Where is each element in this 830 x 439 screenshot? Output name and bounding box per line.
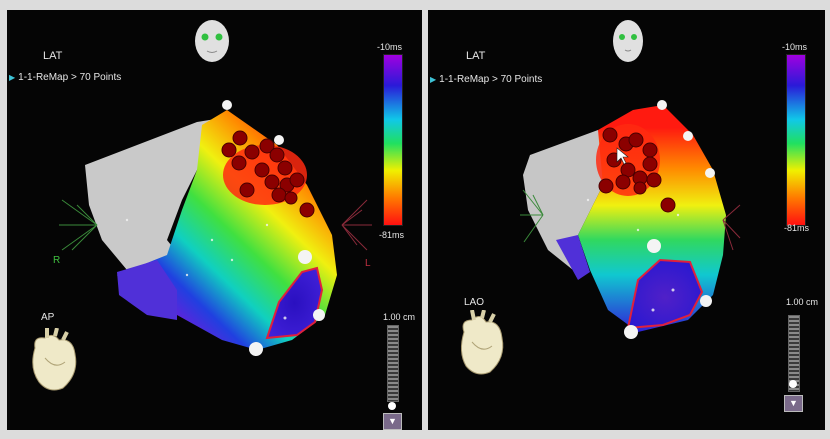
map-type-label: LAT	[466, 50, 486, 62]
colorbar	[786, 54, 806, 226]
map-name-label: ▶ 1-1-ReMap > 70 Points	[430, 74, 543, 85]
right-map-view[interactable]: LAT ▶ 1-1-ReMap > 70 Points -10ms -81ms L…	[428, 10, 825, 430]
scale-label: 1.00 cm	[383, 312, 416, 322]
zoom-scale-bar[interactable]	[387, 325, 399, 402]
arrow-right-icon: ▶	[430, 75, 437, 84]
left-map-view[interactable]: LAT ▶ 1-1-ReMap > 70 Points -10ms -81ms R…	[7, 10, 422, 430]
right-activation-map[interactable]	[428, 10, 825, 430]
colorbar-max-label: -10ms	[782, 42, 808, 52]
left-electrode-points	[222, 100, 325, 356]
view-label: AP	[41, 312, 55, 323]
zoom-handle[interactable]	[388, 402, 396, 410]
left-orientation-red	[341, 199, 372, 251]
left-orientation-green	[59, 199, 98, 251]
heart-model-icon[interactable]	[25, 328, 83, 396]
arrow-right-icon: ▶	[9, 73, 16, 82]
orientation-left-label: L	[365, 258, 371, 269]
chevron-down-icon[interactable]: ▼	[383, 413, 402, 430]
face-icon[interactable]	[192, 18, 232, 64]
right-ablation-markers	[598, 127, 676, 213]
zoom-handle[interactable]	[789, 380, 797, 388]
right-orientation-red	[722, 204, 741, 251]
scale-label: 1.00 cm	[786, 297, 819, 307]
face-icon[interactable]	[608, 18, 648, 64]
chevron-down-icon[interactable]: ▼	[784, 395, 803, 412]
zoom-scale-bar[interactable]	[788, 315, 800, 392]
view-label: LAO	[464, 297, 485, 308]
mouse-cursor	[616, 147, 629, 165]
orientation-right-label: R	[53, 255, 61, 266]
colorbar-max-label: -10ms	[377, 42, 403, 52]
heart-model-icon[interactable]	[454, 310, 508, 380]
map-type-label: LAT	[43, 50, 63, 62]
colorbar	[383, 54, 403, 226]
left-activation-map[interactable]	[7, 10, 422, 430]
right-orientation-green	[520, 189, 544, 243]
colorbar-min-label: -81ms	[379, 230, 405, 240]
right-electrode-points	[624, 100, 715, 339]
left-ablation-markers	[221, 130, 315, 218]
map-name-label: ▶ 1-1-ReMap > 70 Points	[9, 72, 122, 83]
colorbar-min-label: -81ms	[784, 223, 810, 233]
